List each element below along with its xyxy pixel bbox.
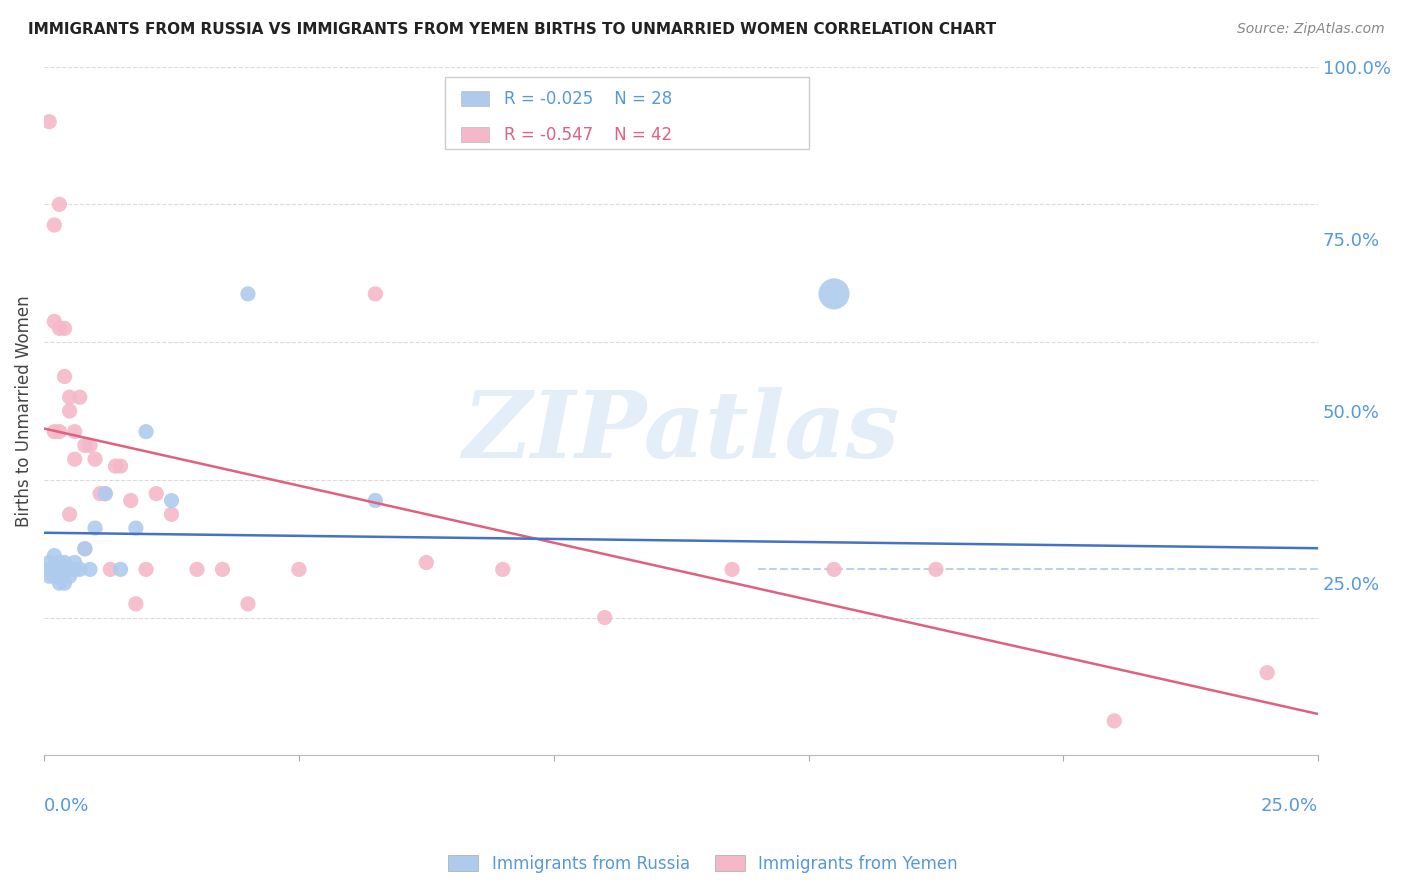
Point [44,562,66,576]
Point [110,562,132,576]
Point [38,569,60,583]
Point [135,562,157,576]
Point [125,597,148,611]
Point [73,541,96,556]
Text: R = -0.025    N = 28: R = -0.025 N = 28 [503,89,672,108]
Point [53,576,76,591]
Point [63,562,86,576]
Point [53,562,76,576]
Point [58,569,80,583]
Point [415,556,437,570]
Point [44,218,66,232]
Point [593,610,616,624]
Point [160,508,183,522]
Point [925,562,948,576]
Point [823,562,845,576]
Point [44,425,66,439]
Point [211,562,233,576]
Point [145,486,167,500]
Point [48,562,70,576]
Point [69,390,91,404]
Point [53,321,76,335]
Point [84,452,107,467]
Point [44,569,66,583]
Point [58,390,80,404]
Point [160,493,183,508]
Point [364,286,387,301]
Y-axis label: Births to Unmarried Women: Births to Unmarried Women [15,295,32,527]
Point [823,286,845,301]
Point [84,521,107,535]
Point [44,549,66,563]
Point [721,562,744,576]
Point [38,562,60,576]
Point [79,562,101,576]
Text: R = -0.547    N = 42: R = -0.547 N = 42 [503,126,672,144]
Point [492,562,515,576]
Point [48,576,70,591]
Point [44,314,66,328]
FancyBboxPatch shape [446,77,808,149]
Point [69,562,91,576]
Point [38,556,60,570]
FancyBboxPatch shape [461,91,489,106]
Point [53,556,76,570]
Point [186,562,208,576]
Point [58,562,80,576]
Text: 0.0%: 0.0% [44,797,90,814]
FancyBboxPatch shape [461,128,489,143]
Point [1256,665,1278,680]
Text: 25.0%: 25.0% [1261,797,1319,814]
Point [48,197,70,211]
Text: ZIPatlas: ZIPatlas [463,386,900,476]
Point [135,425,157,439]
Point [63,452,86,467]
Point [236,597,259,611]
Point [110,459,132,474]
Point [98,562,121,576]
Legend: Immigrants from Russia, Immigrants from Yemen: Immigrants from Russia, Immigrants from … [441,848,965,880]
Point [79,438,101,452]
Point [63,425,86,439]
Point [53,369,76,384]
Text: IMMIGRANTS FROM RUSSIA VS IMMIGRANTS FROM YEMEN BIRTHS TO UNMARRIED WOMEN CORREL: IMMIGRANTS FROM RUSSIA VS IMMIGRANTS FRO… [28,22,997,37]
Point [125,521,148,535]
Point [1104,714,1126,728]
Point [94,486,117,500]
Point [48,321,70,335]
Point [236,286,259,301]
Point [58,508,80,522]
Point [89,486,111,500]
Point [94,486,117,500]
Point [63,556,86,570]
Point [104,459,127,474]
Point [58,404,80,418]
Point [73,438,96,452]
Point [73,541,96,556]
Point [48,425,70,439]
Point [38,114,60,128]
Point [48,556,70,570]
Point [120,493,142,508]
Point [288,562,311,576]
Point [364,493,387,508]
Text: Source: ZipAtlas.com: Source: ZipAtlas.com [1237,22,1385,37]
